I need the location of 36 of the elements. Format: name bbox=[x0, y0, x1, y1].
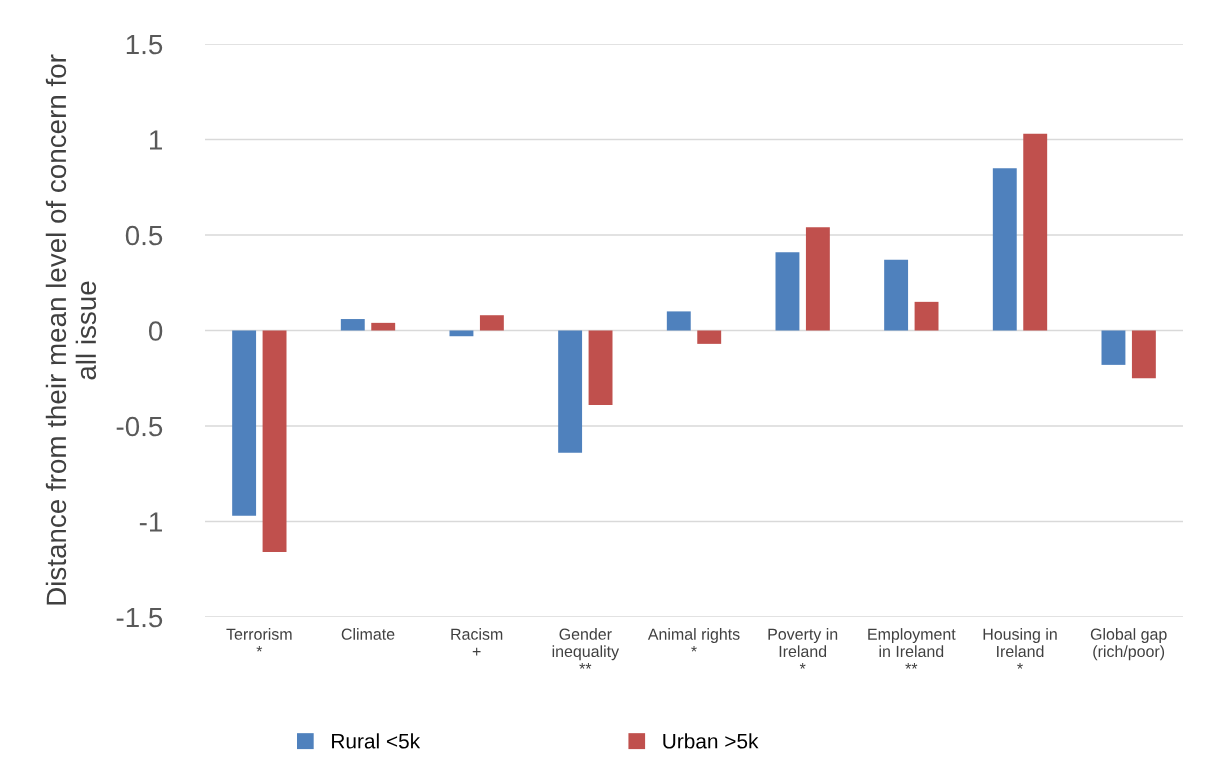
bar bbox=[697, 330, 722, 344]
bar bbox=[479, 315, 504, 331]
legend-label: Rural <5k bbox=[332, 733, 421, 749]
y-tick-label: -1 bbox=[139, 512, 162, 532]
x-tick-label: Employment in Ireland ** bbox=[868, 628, 956, 669]
bar bbox=[1131, 330, 1156, 379]
x-tick-label: Global gap (rich/poor) bbox=[1090, 628, 1167, 661]
y-tick-label: -0.5 bbox=[116, 416, 163, 437]
y-axis-title: Distance from their mean level of concern for all issue bbox=[45, 54, 97, 605]
bar bbox=[262, 330, 287, 553]
y-tick-label: 0.5 bbox=[125, 225, 163, 246]
x-tick-label: Housing in Ireland * bbox=[983, 628, 1057, 669]
bar bbox=[666, 311, 691, 331]
x-tick-label: Racism + bbox=[451, 628, 503, 656]
x-tick-label: Terrorism * bbox=[226, 628, 292, 652]
bar bbox=[371, 322, 396, 331]
y-tick-label: 0 bbox=[148, 321, 163, 341]
x-tick-label: Climate bbox=[341, 628, 395, 640]
bar bbox=[992, 168, 1017, 331]
bar bbox=[588, 330, 613, 405]
bar bbox=[914, 301, 939, 331]
y-tick-label: 1 bbox=[150, 130, 162, 150]
legend-label: Urban >5k bbox=[663, 733, 759, 749]
bar bbox=[340, 319, 365, 331]
x-tick-label: Poverty in Ireland * bbox=[768, 628, 838, 669]
y-tick-label: 1.5 bbox=[126, 34, 163, 55]
bar bbox=[232, 330, 257, 516]
bar bbox=[1023, 133, 1048, 331]
bar bbox=[805, 227, 830, 331]
y-tick-label: -1.5 bbox=[116, 607, 163, 628]
bar bbox=[558, 330, 583, 453]
x-tick-label: Animal rights * bbox=[647, 628, 740, 652]
bar bbox=[884, 259, 909, 331]
bar bbox=[1101, 330, 1126, 365]
x-tick-label: Gender inequality ** bbox=[552, 628, 620, 669]
bar bbox=[775, 252, 800, 331]
